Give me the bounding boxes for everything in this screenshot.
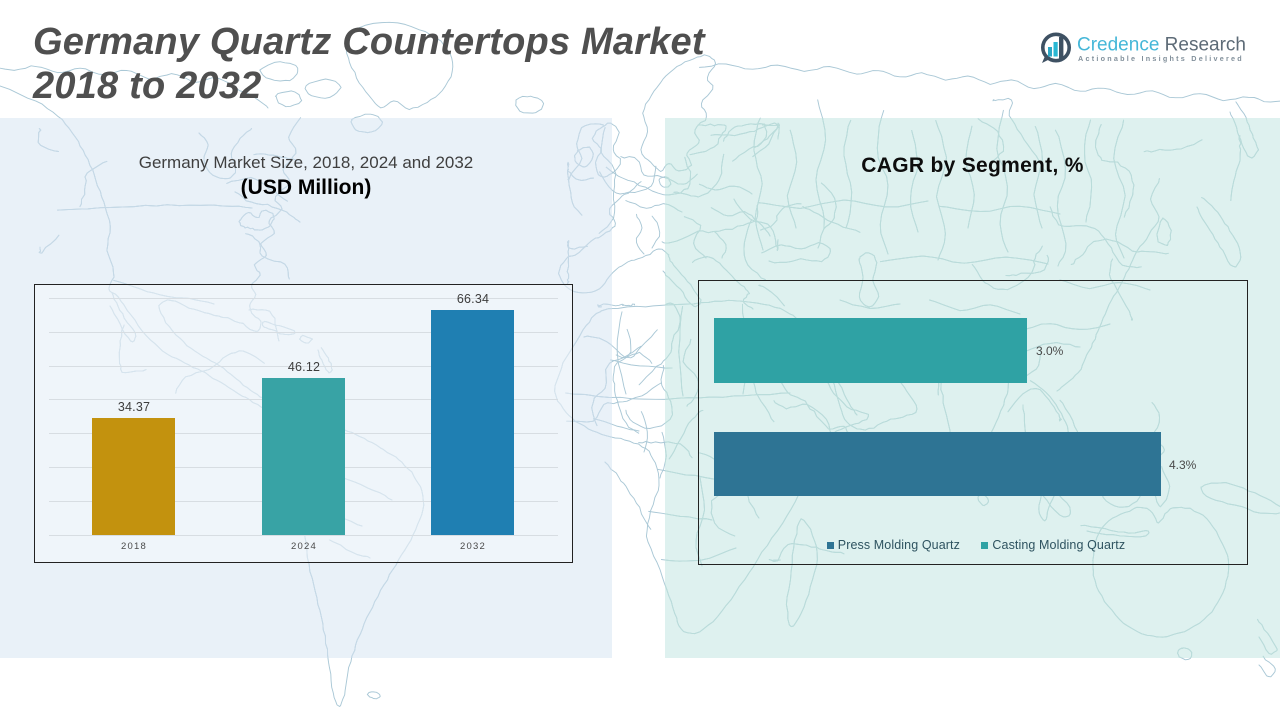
svg-text:Actionable Insights Delivered: Actionable Insights Delivered bbox=[1078, 54, 1244, 63]
svg-text:Credence Research: Credence Research bbox=[1077, 35, 1246, 56]
